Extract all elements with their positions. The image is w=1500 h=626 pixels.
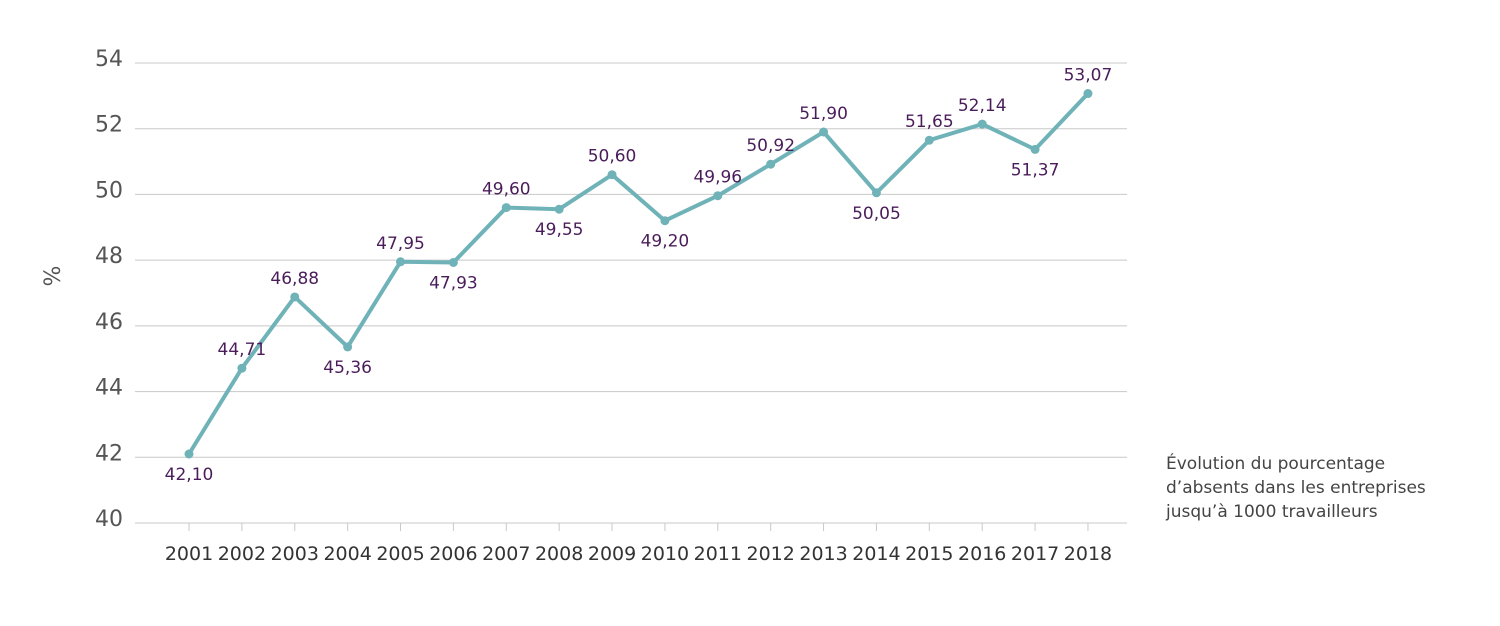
y-tick-label: 42 xyxy=(95,441,123,466)
x-tick-label: 2006 xyxy=(429,543,477,565)
x-tick-label: 2005 xyxy=(376,543,424,565)
x-tick-label: 2009 xyxy=(588,543,636,565)
x-tick-label: 2015 xyxy=(905,543,953,565)
x-tick-label: 2002 xyxy=(218,543,266,565)
data-label: 45,36 xyxy=(323,358,372,378)
y-tick-label: 48 xyxy=(95,244,123,269)
data-point xyxy=(343,342,353,352)
data-point xyxy=(819,127,829,137)
data-label: 50,05 xyxy=(852,204,901,224)
data-label: 49,20 xyxy=(641,232,690,252)
x-tick-label: 2018 xyxy=(1064,543,1112,565)
series-line xyxy=(187,91,1090,456)
caption-line-2: d’absents dans les entreprises xyxy=(1166,478,1426,498)
data-point xyxy=(290,292,300,302)
x-tick-label: 2011 xyxy=(694,543,742,565)
data-point xyxy=(766,159,776,169)
x-tick-label: 2004 xyxy=(323,543,371,565)
data-label: 49,96 xyxy=(693,168,742,188)
y-tick-label: 50 xyxy=(95,178,123,203)
data-point xyxy=(607,170,617,180)
data-label: 44,71 xyxy=(218,340,267,360)
data-label: 50,92 xyxy=(746,136,795,156)
data-point xyxy=(237,363,247,373)
y-axis-label: % xyxy=(41,266,66,287)
data-label: 50,60 xyxy=(588,147,637,167)
data-label: 51,65 xyxy=(905,112,954,132)
data-point xyxy=(1083,89,1093,99)
data-point xyxy=(713,191,723,201)
data-point xyxy=(977,119,987,129)
data-point xyxy=(660,216,670,226)
data-label: 52,14 xyxy=(958,96,1007,116)
data-label: 47,95 xyxy=(376,234,425,254)
data-label: 49,55 xyxy=(535,220,584,240)
data-label: 51,90 xyxy=(799,104,848,124)
data-point xyxy=(184,449,194,459)
y-tick-label: 54 xyxy=(95,47,123,72)
data-label: 49,60 xyxy=(482,180,531,200)
y-tick-label: 44 xyxy=(95,376,123,401)
data-point xyxy=(554,204,564,214)
x-tick-label: 2012 xyxy=(747,543,795,565)
y-tick-label: 52 xyxy=(95,113,123,138)
x-tick-label: 2013 xyxy=(799,543,847,565)
data-point xyxy=(1030,144,1040,154)
caption-line-3: jusqu’à 1000 travailleurs xyxy=(1166,502,1378,522)
chart-caption: Évolution du pourcentage d’absents dans … xyxy=(1166,452,1486,524)
y-tick-label: 40 xyxy=(95,507,123,532)
x-tick-label: 2014 xyxy=(852,543,900,565)
data-label: 46,88 xyxy=(270,269,319,289)
x-tick-label: 2008 xyxy=(535,543,583,565)
x-tick-label: 2010 xyxy=(641,543,689,565)
x-tick-label: 2007 xyxy=(482,543,530,565)
x-tick-label: 2017 xyxy=(1011,543,1059,565)
data-label: 53,07 xyxy=(1064,66,1113,86)
data-point xyxy=(448,257,458,267)
data-label: 47,93 xyxy=(429,273,478,293)
data-point xyxy=(871,188,881,198)
y-tick-label: 46 xyxy=(95,310,123,335)
x-tick-label: 2003 xyxy=(271,543,319,565)
data-label: 51,37 xyxy=(1011,160,1060,180)
data-point xyxy=(396,257,406,267)
data-point xyxy=(501,203,511,213)
x-tick-label: 2001 xyxy=(165,543,213,565)
data-point xyxy=(924,135,934,145)
caption-line-1: Évolution du pourcentage xyxy=(1166,454,1386,474)
x-tick-label: 2016 xyxy=(958,543,1006,565)
data-label: 42,10 xyxy=(165,465,214,485)
